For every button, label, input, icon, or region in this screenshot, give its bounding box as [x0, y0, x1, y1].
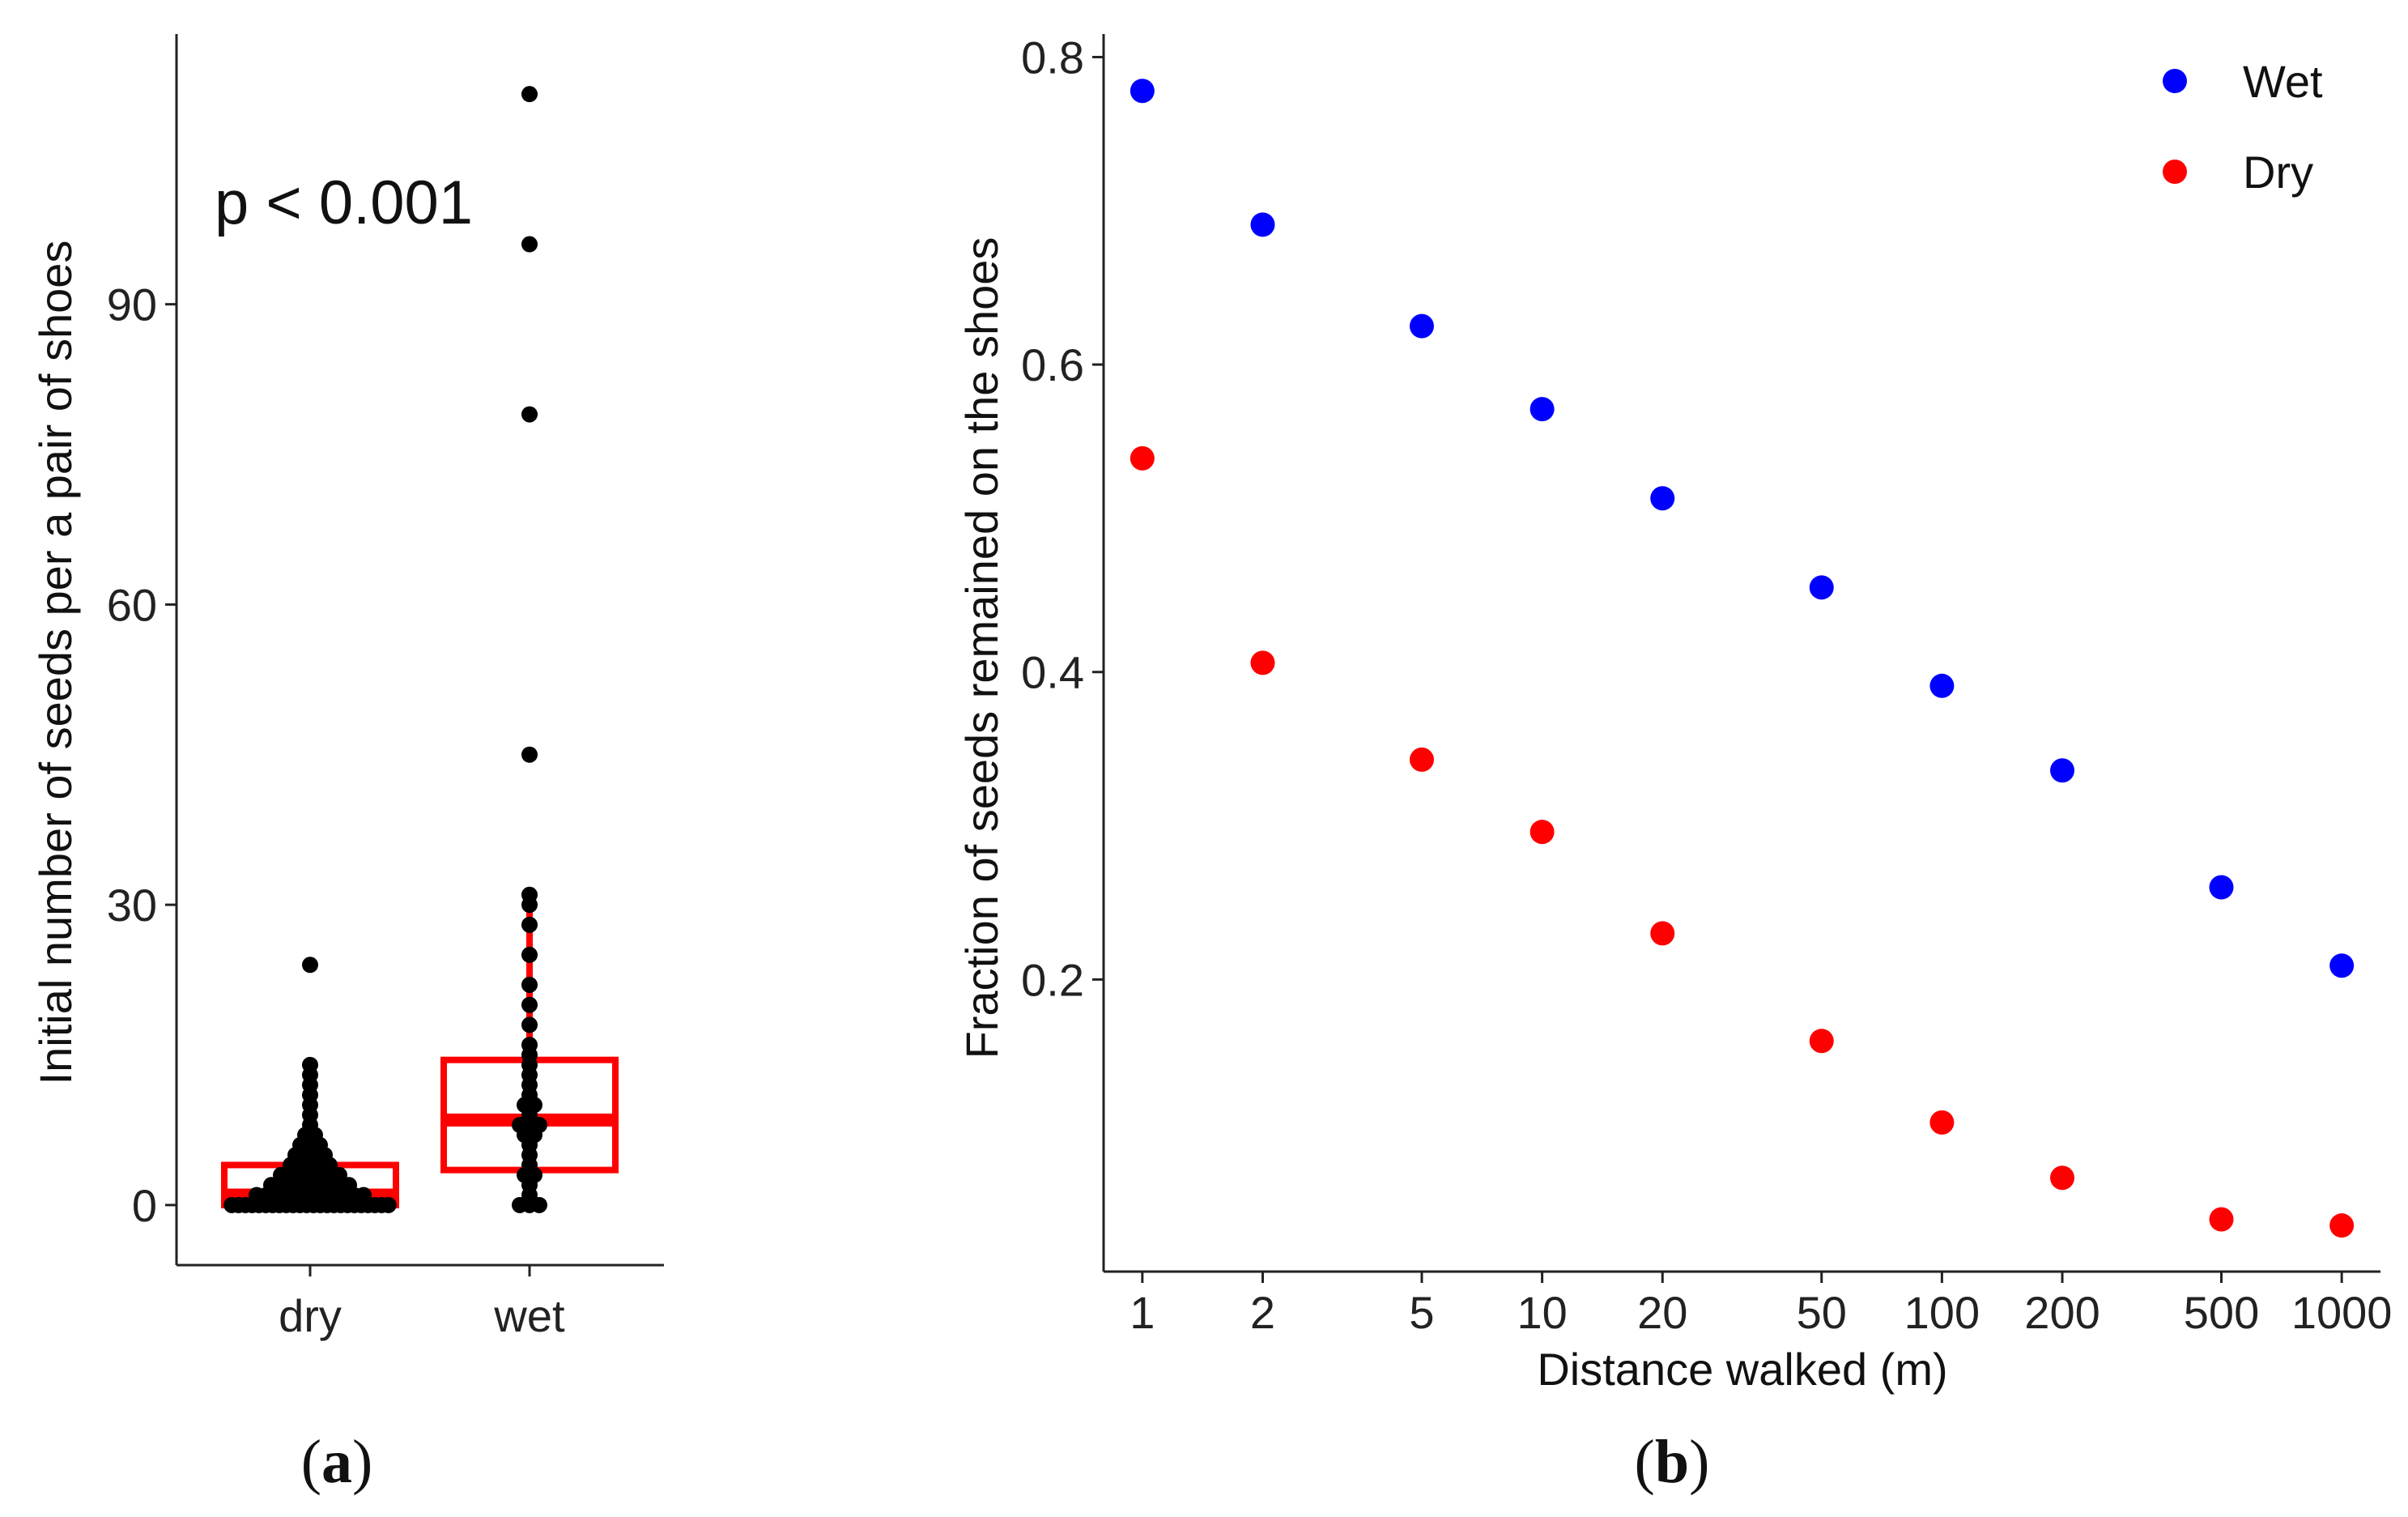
- data-point-wet: [521, 886, 538, 903]
- data-point-dry: [2329, 1213, 2355, 1238]
- data-point-wet: [521, 996, 538, 1013]
- legend-label-wet: Wet: [2243, 56, 2323, 107]
- data-point-wet: [521, 1037, 538, 1054]
- panel-b-y-ticks: 0.2 0.4 0.6 0.8: [1021, 32, 1104, 1005]
- panel-b-label: (b): [1635, 1428, 1710, 1496]
- data-point-wet: [2209, 875, 2234, 900]
- panel-a-y-axis-title: Initial number of seeds per a pair of sh…: [30, 241, 81, 1085]
- panel-b-x-ticks: 1 2 5 10 20 50 100 200 500 1000: [1130, 1272, 2392, 1338]
- data-point-dry: [1130, 445, 1155, 471]
- y-tick-label: 0.6: [1021, 339, 1084, 390]
- legend-marker-wet: [2163, 69, 2187, 93]
- x-tick-label: dry: [279, 1290, 342, 1341]
- data-point-wet: [521, 746, 538, 763]
- data-point-wet: [521, 86, 538, 103]
- boxplot-points: [223, 86, 547, 1213]
- data-point-dry: [1250, 650, 1275, 675]
- scatter-points: [1130, 79, 2355, 1238]
- x-tick-label: 50: [1797, 1287, 1847, 1338]
- data-point-wet: [531, 1196, 547, 1213]
- x-tick-label: 1: [1130, 1287, 1155, 1338]
- data-point-dry: [1409, 747, 1434, 772]
- data-point-dry: [1929, 1110, 1955, 1135]
- data-point-wet: [1650, 486, 1675, 511]
- data-point-wet: [521, 976, 538, 993]
- data-point-dry: [2209, 1207, 2234, 1232]
- data-point-dry: [1809, 1029, 1834, 1054]
- data-point-dry: [380, 1196, 397, 1213]
- panel-a-label: (a): [301, 1428, 373, 1496]
- panel-a-boxplot: 0 30 60 90 dry wet p < 0.001 Initial number …: [30, 34, 664, 1496]
- y-tick-label: 0: [132, 1180, 157, 1231]
- data-point-wet: [521, 1016, 538, 1033]
- x-tick-label: 10: [1517, 1287, 1567, 1338]
- data-point-dry: [331, 1166, 347, 1183]
- panel-b-y-axis-title: Fraction of seeds remained on the shoes: [956, 237, 1007, 1059]
- x-tick-label: 200: [2024, 1287, 2100, 1338]
- panel-b-scatter: 0.2 0.4 0.6 0.8 1 2 5 10 20 50 100 200 500 1000 Dist…: [956, 32, 2392, 1496]
- legend: Wet Dry: [2163, 56, 2323, 198]
- data-point-wet: [531, 1116, 547, 1133]
- y-tick-label: 0.2: [1021, 954, 1084, 1005]
- data-point-dry: [341, 1177, 357, 1194]
- legend-marker-dry: [2163, 160, 2187, 184]
- boxplot-boxes: [221, 905, 619, 1208]
- p-value-annotation: p < 0.001: [215, 168, 473, 237]
- panel-a-y-ticks: 0 30 60 90: [107, 279, 177, 1231]
- data-point-wet: [2050, 758, 2075, 783]
- data-point-wet: [1929, 673, 1955, 698]
- panel-b-axes: [1102, 34, 2380, 1273]
- x-tick-label: 500: [2184, 1287, 2259, 1338]
- data-point-wet: [521, 946, 538, 963]
- x-tick-label: 20: [1637, 1287, 1687, 1338]
- data-point-wet: [2329, 953, 2355, 978]
- x-tick-label: 5: [1409, 1287, 1434, 1338]
- panel-a-axes: [175, 34, 664, 1267]
- data-point-wet: [521, 236, 538, 253]
- data-point-wet: [521, 916, 538, 933]
- x-tick-label: 100: [1904, 1287, 1980, 1338]
- y-tick-label: 0.4: [1021, 647, 1084, 698]
- data-point-wet: [1409, 313, 1434, 339]
- y-tick-label: 0.8: [1021, 32, 1084, 83]
- x-tick-label: wet: [493, 1290, 565, 1341]
- data-point-wet: [1250, 212, 1275, 237]
- data-point-wet: [521, 406, 538, 423]
- x-tick-label: 2: [1250, 1287, 1275, 1338]
- data-point-dry: [302, 1056, 318, 1073]
- y-tick-label: 90: [107, 279, 157, 330]
- data-point-wet: [1529, 397, 1555, 422]
- panel-a-x-ticks: dry wet: [279, 1265, 565, 1341]
- data-point-dry: [302, 957, 318, 974]
- y-tick-label: 30: [107, 880, 157, 931]
- data-point-dry: [1529, 820, 1555, 845]
- data-point-wet: [1130, 79, 1155, 104]
- data-point-wet: [1809, 575, 1834, 600]
- legend-label-dry: Dry: [2243, 147, 2313, 198]
- x-tick-label: 1000: [2291, 1287, 2393, 1338]
- panel-b-x-axis-title: Distance walked (m): [1537, 1344, 1947, 1395]
- data-point-dry: [355, 1187, 372, 1204]
- data-point-dry: [2050, 1165, 2075, 1191]
- y-tick-label: 60: [107, 579, 157, 630]
- data-point-dry: [1650, 921, 1675, 946]
